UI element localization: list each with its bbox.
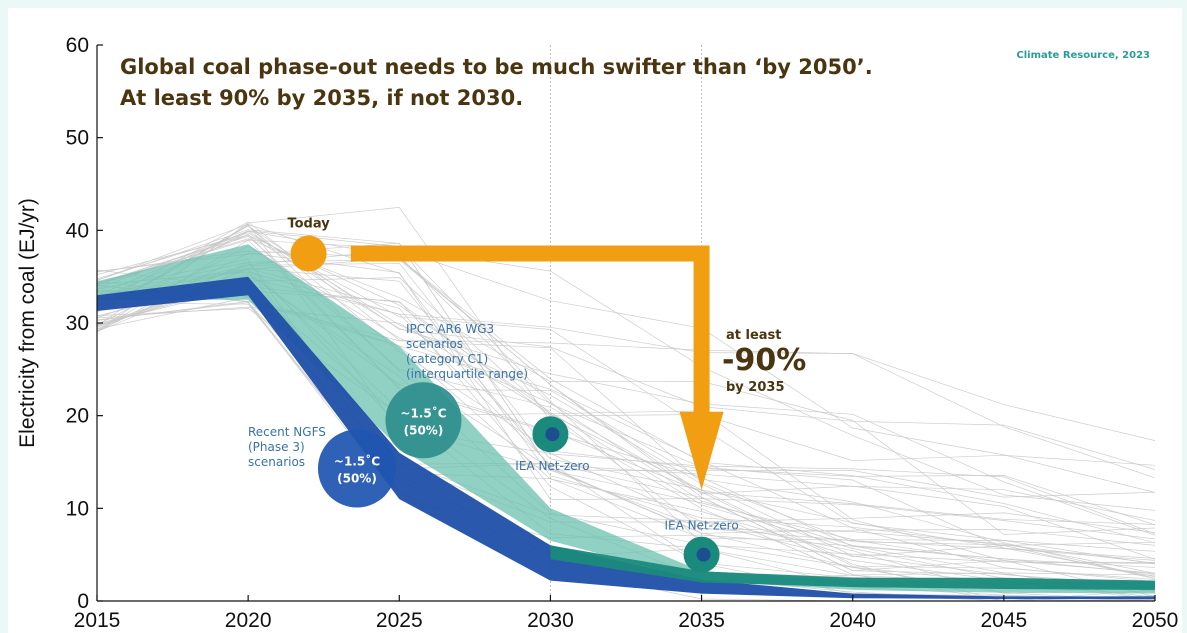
scenario-line <box>97 233 1156 579</box>
y-axis-label: Electricity from coal (EJ/yr) <box>16 198 39 448</box>
bubble-label-line1: ~1.5˚C <box>400 405 446 420</box>
scenario-line <box>97 274 1156 564</box>
ngfs-label-line: scenarios <box>248 455 305 469</box>
scenario-line <box>97 225 1156 470</box>
reduction-arrow-head <box>679 411 724 490</box>
ipcc-label-line: (interquartile range) <box>406 367 528 381</box>
x-tick-label: 2015 <box>74 609 121 632</box>
scenario-line <box>97 238 1156 535</box>
ngfs-label-line: (Phase 3) <box>248 440 305 454</box>
bubble-label-line1: ~1.5˚C <box>334 453 380 468</box>
reduction-arrow-shaft <box>350 245 710 414</box>
scenario-line <box>97 224 1156 546</box>
x-tick-label: 2020 <box>225 609 272 632</box>
ipcc-label-line: scenarios <box>406 337 463 351</box>
scenario-line <box>97 242 1156 498</box>
chart-subtitle: At least 90% by 2035, if not 2030. <box>120 86 523 110</box>
today-marker <box>290 235 327 272</box>
ngfs-label-line: Recent NGFS <box>248 425 326 439</box>
scenario-line <box>97 302 1156 576</box>
scenario-line <box>97 225 1156 526</box>
ngfs-bubble <box>317 429 396 508</box>
x-tick-label: 2035 <box>678 609 725 632</box>
scenario-line <box>97 231 1156 577</box>
ipcc-label-line: (category C1) <box>406 352 488 366</box>
scenario-bands <box>97 244 1155 600</box>
chart-panel: 2015 2020 2025 2030 2035 2040 2045 2050 0 10 20 30 4… <box>8 8 1182 633</box>
scenario-line <box>97 229 1156 561</box>
iea-label-2035: IEA Net-zero <box>664 519 738 533</box>
coal-phaseout-chart: 2015 2020 2025 2030 2035 2040 2045 205001020304… <box>16 34 1179 632</box>
iea-marker-dot <box>696 547 711 562</box>
x-tick-label: 2050 <box>1132 609 1179 632</box>
scenario-line <box>97 234 1156 536</box>
y-tick-label: 60 <box>66 34 89 57</box>
chart-title: Global coal phase-out needs to be much s… <box>120 55 873 79</box>
ipcc-bubble <box>385 382 462 459</box>
bubble-label-line2: (50%) <box>404 423 444 437</box>
reduction-label-pre: at least <box>726 328 782 343</box>
iea-netzero-band <box>550 545 1155 590</box>
bubble-label-line2: (50%) <box>337 471 377 485</box>
scenario-line <box>97 224 1156 546</box>
x-tick-label: 2025 <box>376 609 423 632</box>
scenario-line <box>97 269 1156 534</box>
y-tick-label: 40 <box>66 219 89 242</box>
iea-marker-dot <box>545 427 560 442</box>
source-credit: Climate Resource, 2023 <box>1016 50 1150 61</box>
y-tick-label: 10 <box>66 497 89 520</box>
scenario-line <box>97 271 1156 521</box>
reduction-label-post: by 2035 <box>726 380 785 395</box>
x-tick-label: 2045 <box>980 609 1027 632</box>
ipcc-label-line: IPCC AR6 WG3 <box>406 322 494 336</box>
scenario-line <box>97 239 1156 511</box>
ipcc-band <box>97 244 1155 594</box>
y-tick-label: 20 <box>66 405 89 428</box>
x-tick-label: 2030 <box>527 609 574 632</box>
reduction-label-value: -90% <box>722 343 806 378</box>
axis-ticks: 2015 2020 2025 2030 2035 2040 2045 205001020304… <box>66 34 1179 632</box>
scenario-line <box>97 281 1156 563</box>
y-tick-label: 50 <box>66 127 89 150</box>
iea-label-2030: IEA Net-zero <box>515 459 589 473</box>
today-label: Today <box>287 217 330 232</box>
scenario-line <box>97 235 1156 525</box>
x-tick-label: 2040 <box>829 609 876 632</box>
y-tick-label: 0 <box>77 590 89 613</box>
y-tick-label: 30 <box>66 312 89 335</box>
